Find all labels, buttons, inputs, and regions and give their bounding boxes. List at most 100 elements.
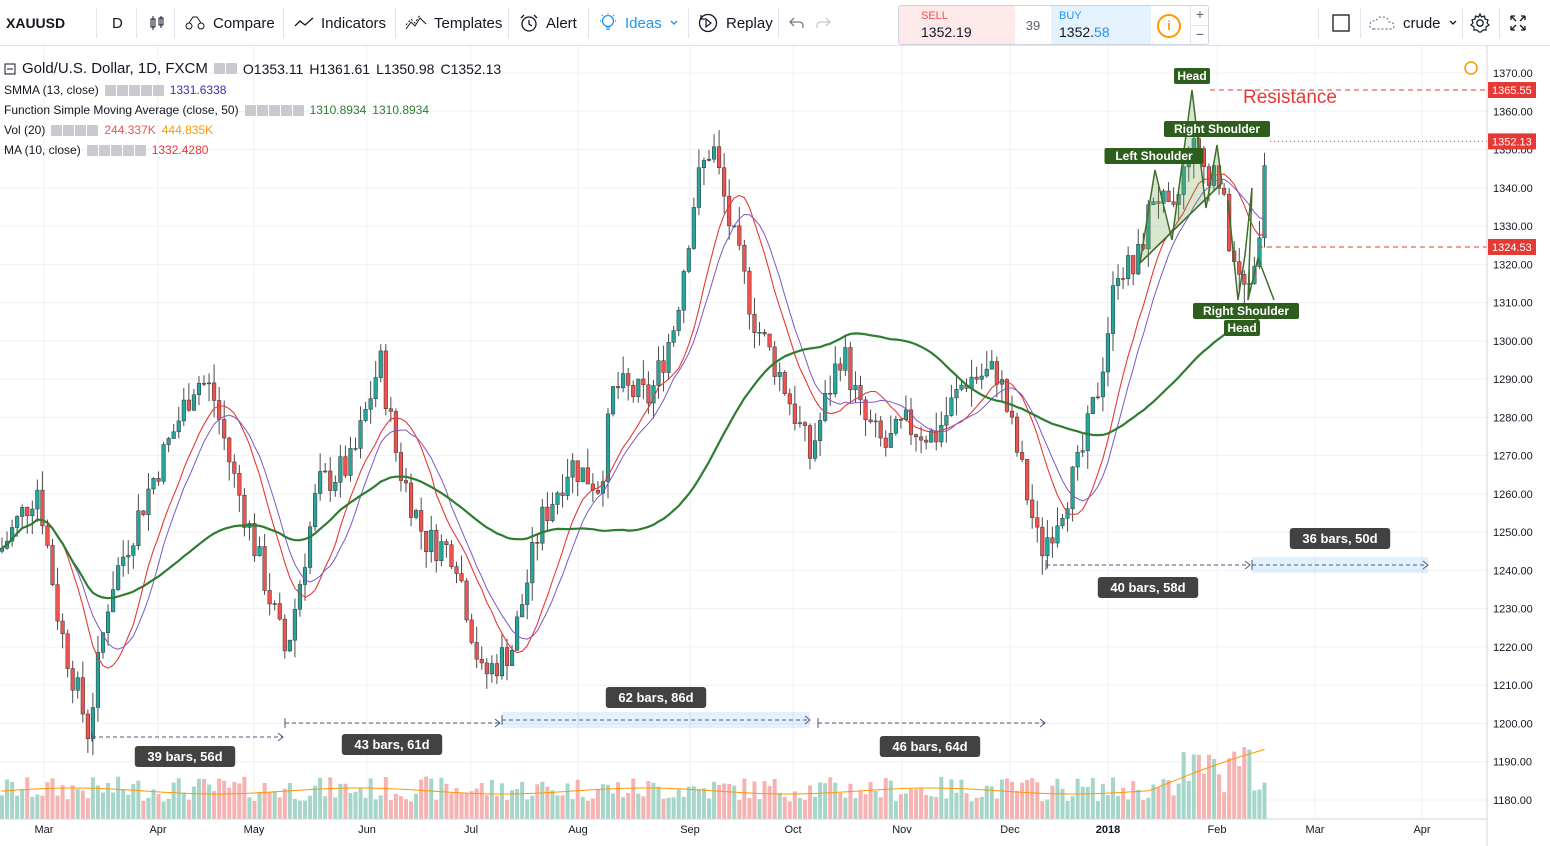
- candle-down: [434, 529, 439, 561]
- volume-bar: [1095, 801, 1100, 819]
- fsma-label: Function Simple Moving Average (close, 5…: [4, 103, 239, 117]
- replay-button[interactable]: Replay: [697, 0, 773, 46]
- chart-axes: 1370.001360.001350.001340.001330.001320.…: [0, 46, 1536, 846]
- candle-down: [631, 385, 636, 397]
- alert-button[interactable]: Alert: [519, 0, 577, 46]
- indicator-actions[interactable]: [244, 104, 304, 116]
- candle-up: [621, 373, 626, 389]
- price-tick-label: 1280.00: [1493, 412, 1533, 424]
- volume-bar: [156, 794, 161, 819]
- candle-up: [580, 467, 585, 483]
- volume-bar: [707, 798, 711, 819]
- volume-bar: [151, 789, 156, 819]
- fullscreen-toggle[interactable]: [1331, 0, 1351, 46]
- candle-up: [196, 383, 201, 396]
- volume-bar: [136, 780, 141, 819]
- candle-down: [752, 313, 757, 333]
- candle-down: [1166, 190, 1171, 202]
- buy-button[interactable]: BUY 1352.58: [1051, 6, 1151, 44]
- volume-bar: [909, 789, 913, 819]
- volume-bar: [207, 784, 212, 819]
- resistance-text: Resistance: [1243, 87, 1337, 108]
- candle-down: [717, 146, 722, 168]
- sell-label: SELL: [921, 10, 948, 22]
- sell-price-main: 1352.: [921, 24, 957, 40]
- candle-down: [1020, 452, 1025, 460]
- undo-button[interactable]: [788, 0, 804, 46]
- ma-legend[interactable]: MA (10, close) 1332.4280: [4, 143, 208, 157]
- volume-bar: [600, 784, 605, 819]
- volume-bar: [287, 782, 292, 819]
- redo-button[interactable]: [816, 0, 832, 46]
- indicator-actions[interactable]: [104, 84, 164, 96]
- price-tick-label: 1330.00: [1493, 221, 1533, 233]
- candle-up: [439, 541, 444, 561]
- volume-bar: [979, 796, 984, 819]
- volume-bar: [1186, 780, 1191, 819]
- volume-bar: [171, 782, 176, 819]
- candle-down: [1222, 188, 1227, 195]
- chart-style-button[interactable]: [148, 0, 166, 46]
- symbol-search[interactable]: XAUUSD: [6, 0, 65, 46]
- volume-bar: [1020, 782, 1025, 819]
- indicators-button[interactable]: Indicators: [294, 0, 386, 46]
- volume-bar: [646, 781, 651, 819]
- price-chart[interactable]: Head Right Shoulder Left Shoulder Right Sho…: [0, 46, 1550, 846]
- volume-bar: [308, 795, 313, 819]
- candle-down: [454, 566, 459, 574]
- candle-up: [111, 589, 116, 613]
- range-label: 46 bars, 64d: [892, 739, 967, 754]
- compare-button[interactable]: Compare: [184, 0, 275, 46]
- sell-button[interactable]: SELL 1352.19: [899, 6, 1015, 44]
- volume-bar: [616, 782, 621, 819]
- info-icon[interactable]: i: [1157, 14, 1181, 38]
- volume-bar: [1171, 795, 1176, 819]
- layout-button[interactable]: crude: [1368, 0, 1458, 46]
- price-tick-label: 1360.00: [1493, 106, 1533, 118]
- volume-bar: [424, 776, 429, 819]
- volume-bar: [1045, 799, 1050, 819]
- minus-button[interactable]: −: [1190, 26, 1208, 44]
- range-label: 40 bars, 58d: [1110, 580, 1185, 595]
- templates-button[interactable]: Templates: [405, 0, 502, 46]
- volume-bar: [20, 789, 25, 819]
- candle-down: [807, 425, 813, 459]
- volume-bar: [656, 786, 661, 819]
- candle-up: [1257, 237, 1262, 267]
- range-arrow: [277, 732, 284, 742]
- maximize-button[interactable]: [1509, 0, 1527, 46]
- interval-button[interactable]: D: [112, 0, 123, 46]
- volume-bar: [666, 797, 671, 819]
- volume-bar: [313, 785, 318, 819]
- volume-bar: [40, 795, 45, 819]
- settings-button[interactable]: [1469, 0, 1491, 46]
- candle-up: [681, 271, 686, 311]
- candle-down: [914, 434, 919, 438]
- fsma-legend[interactable]: Function Simple Moving Average (close, 5…: [4, 103, 429, 117]
- candle-down: [585, 467, 590, 485]
- candle-down: [782, 372, 787, 395]
- price-tick-label: 1270.00: [1493, 451, 1533, 463]
- symbol-legend: Gold/U.S. Dollar, 1D, FXCM O1353.11 H136…: [4, 60, 501, 77]
- volume-bar: [1090, 778, 1095, 819]
- candle-up: [1080, 450, 1085, 453]
- indicator-actions[interactable]: [86, 144, 146, 156]
- indicator-actions[interactable]: [51, 124, 99, 136]
- candle-up: [903, 409, 909, 420]
- candle-down: [464, 580, 469, 621]
- top-toolbar: XAUUSD D Compare Indicators Templates Al…: [0, 0, 1550, 46]
- ideas-button[interactable]: Ideas: [598, 0, 679, 46]
- smma-legend[interactable]: SMMA (13, close) 1331.6338: [4, 83, 226, 97]
- plus-button[interactable]: +: [1190, 6, 1208, 26]
- volume-bar: [45, 782, 50, 819]
- volume-bar: [1146, 797, 1151, 819]
- collapse-icon[interactable]: [4, 63, 16, 75]
- candle-up: [676, 309, 681, 331]
- legend-actions[interactable]: [213, 63, 237, 74]
- price-tick-label: 1230.00: [1493, 604, 1533, 616]
- candle-down: [1040, 526, 1045, 557]
- volume-bar: [1191, 754, 1196, 819]
- vol-legend[interactable]: Vol (20) 244.337K 444.835K: [4, 123, 213, 137]
- candle-up: [318, 471, 323, 494]
- candle-up: [429, 529, 434, 552]
